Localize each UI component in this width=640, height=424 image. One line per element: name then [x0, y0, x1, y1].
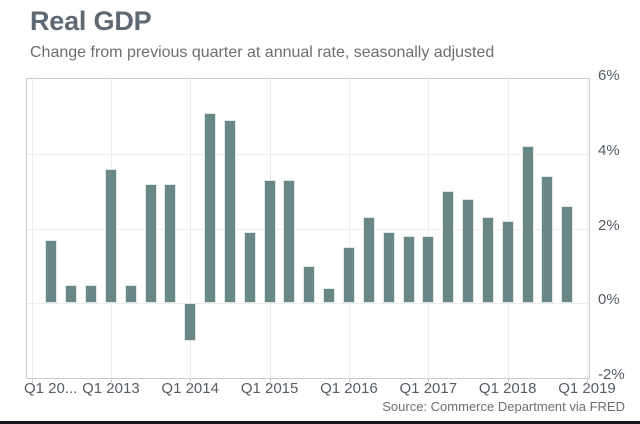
chart-bar[interactable]	[164, 183, 177, 304]
source-attribution: Source: Commerce Department via FRED	[382, 399, 625, 414]
x-axis-tick-label: Q1 2015	[240, 380, 299, 397]
y-axis-tick-label: 4%	[598, 141, 620, 159]
x-axis-tick	[190, 379, 192, 384]
gridline-vertical	[190, 79, 192, 378]
chart-bar[interactable]	[481, 217, 494, 304]
chart-bar[interactable]	[65, 284, 78, 304]
chart-bar[interactable]	[223, 120, 236, 304]
bottom-border-rule	[0, 421, 640, 424]
chart-bar[interactable]	[422, 236, 435, 304]
gridline-vertical	[428, 79, 430, 378]
chart-bar[interactable]	[204, 112, 217, 304]
x-axis-tick-label: Q1 2019	[558, 380, 616, 397]
x-axis-tick-label: Q1 20...	[24, 380, 78, 397]
x-axis-tick-label: Q1 2017	[399, 380, 458, 397]
chart-bar[interactable]	[45, 239, 58, 304]
gridline-horizontal	[27, 228, 589, 230]
chart-bar[interactable]	[462, 198, 474, 304]
chart-bar[interactable]	[561, 206, 574, 304]
y-axis-tick-label: 6%	[598, 67, 620, 84]
gdp-bar-chart-plot-area	[26, 78, 590, 379]
chart-bar[interactable]	[521, 146, 534, 304]
chart-bar[interactable]	[342, 247, 355, 304]
chart-bar[interactable]	[85, 284, 97, 304]
x-axis-tick	[507, 379, 509, 384]
x-axis-tick	[348, 379, 350, 384]
chart-bar[interactable]	[104, 168, 117, 304]
chart-bar[interactable]	[144, 183, 157, 304]
gridline-vertical	[587, 79, 588, 378]
chart-bar[interactable]	[243, 232, 256, 304]
chart-bar[interactable]	[402, 236, 415, 304]
chart-bar[interactable]	[303, 265, 316, 304]
gridline-vertical	[31, 79, 33, 378]
chart-bar[interactable]	[541, 176, 554, 304]
chart-bar[interactable]	[442, 191, 455, 304]
chart-bar[interactable]	[263, 179, 276, 304]
x-axis-tick	[428, 379, 430, 384]
x-axis-tick	[31, 379, 33, 384]
chart-bar[interactable]	[323, 288, 336, 304]
x-axis-tick	[110, 379, 112, 384]
x-axis-tick-label: Q1 2018	[478, 380, 537, 397]
page-title: Real GDP	[30, 6, 152, 36]
chart-bar[interactable]	[362, 217, 375, 304]
x-axis-tick	[587, 379, 588, 384]
chart-bar[interactable]	[124, 284, 137, 304]
chart-subtitle: Change from previous quarter at annual r…	[30, 44, 495, 61]
x-axis-tick	[269, 379, 271, 384]
chart-bar[interactable]	[184, 303, 197, 341]
gridline-vertical	[348, 79, 350, 378]
x-axis-tick-label: Q1 2014	[161, 380, 219, 397]
chart-bar[interactable]	[382, 232, 395, 304]
y-axis-tick-label: 0%	[598, 291, 620, 309]
chart-bar[interactable]	[283, 179, 296, 304]
gridline-horizontal	[27, 303, 589, 305]
gridline-horizontal	[27, 153, 589, 155]
y-axis-tick-label: -2%	[598, 366, 625, 383]
x-axis-tick-label: Q1 2013	[82, 380, 140, 397]
y-axis-tick-label: 2%	[598, 216, 620, 234]
x-axis-tick-label: Q1 2016	[320, 380, 378, 397]
chart-bar[interactable]	[501, 221, 514, 304]
